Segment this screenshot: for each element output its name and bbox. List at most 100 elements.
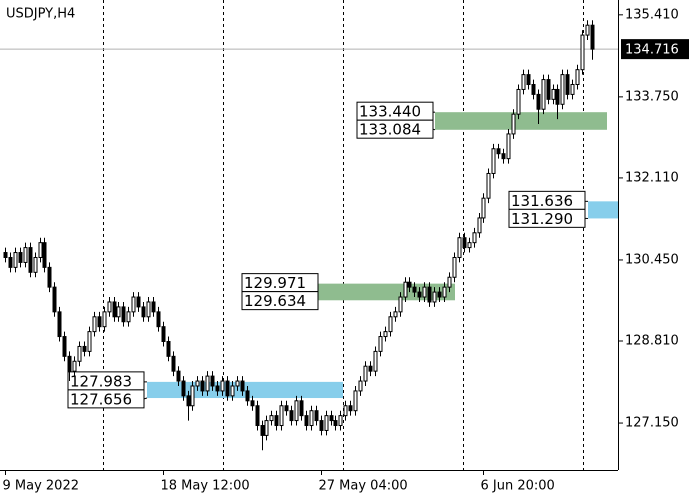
candle-body <box>146 301 151 318</box>
candle-body <box>501 153 506 160</box>
last-price-tag <box>621 39 689 60</box>
candle-body <box>551 88 556 100</box>
candle-body <box>151 301 156 313</box>
candle-body <box>230 385 235 397</box>
candle-body <box>171 355 176 372</box>
candle-body <box>141 306 146 318</box>
zone-connector <box>432 128 436 131</box>
candle-body <box>87 331 92 352</box>
candle-body <box>580 34 585 71</box>
candle-body <box>324 415 329 431</box>
candle-body <box>417 291 422 298</box>
x-tick-label: 9 May 2022 <box>3 479 80 494</box>
candle-body <box>309 410 314 427</box>
candle-body <box>343 405 348 417</box>
candle-body <box>565 74 570 95</box>
zone-top-label: 127.983 <box>70 372 132 390</box>
candle-body <box>437 291 442 298</box>
zone-bottom-label: 127.656 <box>70 390 132 408</box>
candle-body <box>82 345 87 352</box>
candle-body <box>225 380 230 397</box>
candle-body <box>496 148 501 155</box>
candle-body <box>427 286 432 303</box>
candle-body <box>72 360 77 372</box>
candle-body <box>585 24 590 36</box>
candle-body <box>215 385 220 392</box>
candle-body <box>264 420 269 436</box>
candle-body <box>190 385 195 407</box>
candle-body <box>467 242 472 249</box>
candle-body <box>447 276 452 288</box>
candle-body <box>516 88 521 115</box>
candle-body <box>526 74 531 86</box>
candle-body <box>166 341 171 357</box>
candle-body <box>521 74 526 90</box>
y-tick-label: 130.450 <box>625 252 679 267</box>
candle-body <box>220 380 225 392</box>
candle-body <box>92 316 97 333</box>
candle-body <box>205 375 210 392</box>
candle-body <box>284 405 289 412</box>
candle-body <box>181 380 186 397</box>
candle-body <box>136 296 141 308</box>
candle-body <box>28 247 33 273</box>
candle-body <box>289 410 294 422</box>
candle-body <box>47 266 52 288</box>
candle-body <box>575 69 580 86</box>
candle-body <box>112 301 117 318</box>
candle-body <box>42 242 47 268</box>
y-tick-label: 135.410 <box>625 7 679 22</box>
candle-body <box>57 311 62 338</box>
zone-top-label: 133.440 <box>359 103 421 121</box>
candle-body <box>560 74 565 105</box>
candle-body <box>210 375 215 387</box>
candle-body <box>373 350 378 372</box>
zone <box>435 112 607 130</box>
chart-title: USDJPY,H4 <box>6 7 75 22</box>
candle-body <box>338 415 343 427</box>
candle-body <box>319 420 324 431</box>
y-tick-label: 128.810 <box>625 334 679 349</box>
zone-bottom-label: 129.634 <box>244 292 306 310</box>
candle-body <box>250 400 255 407</box>
candle-body <box>274 415 279 427</box>
candle-body <box>38 242 43 258</box>
candle-body <box>126 311 131 323</box>
candle-body <box>457 237 462 258</box>
candle-body <box>398 296 403 313</box>
x-tick-label: 6 Jun 20:00 <box>481 479 555 494</box>
candle-body <box>116 306 121 318</box>
candle-body <box>555 88 560 105</box>
candle-body <box>13 252 18 268</box>
candle-body <box>62 336 67 357</box>
candle-body <box>33 256 38 273</box>
x-tick-label: 27 May 04:00 <box>319 479 408 494</box>
y-tick-label: 132.110 <box>625 170 679 185</box>
candle-body <box>403 281 408 298</box>
candle-body <box>67 355 72 372</box>
candle-body <box>393 311 398 318</box>
candle-body <box>353 390 358 412</box>
candle-body <box>491 148 496 174</box>
candle-body <box>235 380 240 387</box>
candle-body <box>363 365 368 382</box>
y-tick-label: 127.150 <box>625 416 679 431</box>
zone-bottom-label: 133.084 <box>359 121 421 139</box>
candle-body <box>97 316 102 328</box>
candle-body <box>486 172 491 199</box>
candle-body <box>412 286 417 293</box>
candle-body <box>304 415 309 427</box>
zone-bottom-label: 131.290 <box>511 210 573 228</box>
candle-body <box>383 331 388 338</box>
candle-body <box>590 24 595 50</box>
candle-body <box>52 286 57 313</box>
candle-body <box>3 252 8 258</box>
candle-body <box>378 336 383 352</box>
candle-body <box>186 395 191 407</box>
candle-body <box>329 415 334 422</box>
candle-body <box>8 256 13 268</box>
candle-body <box>358 380 363 392</box>
candle-body <box>541 79 546 110</box>
